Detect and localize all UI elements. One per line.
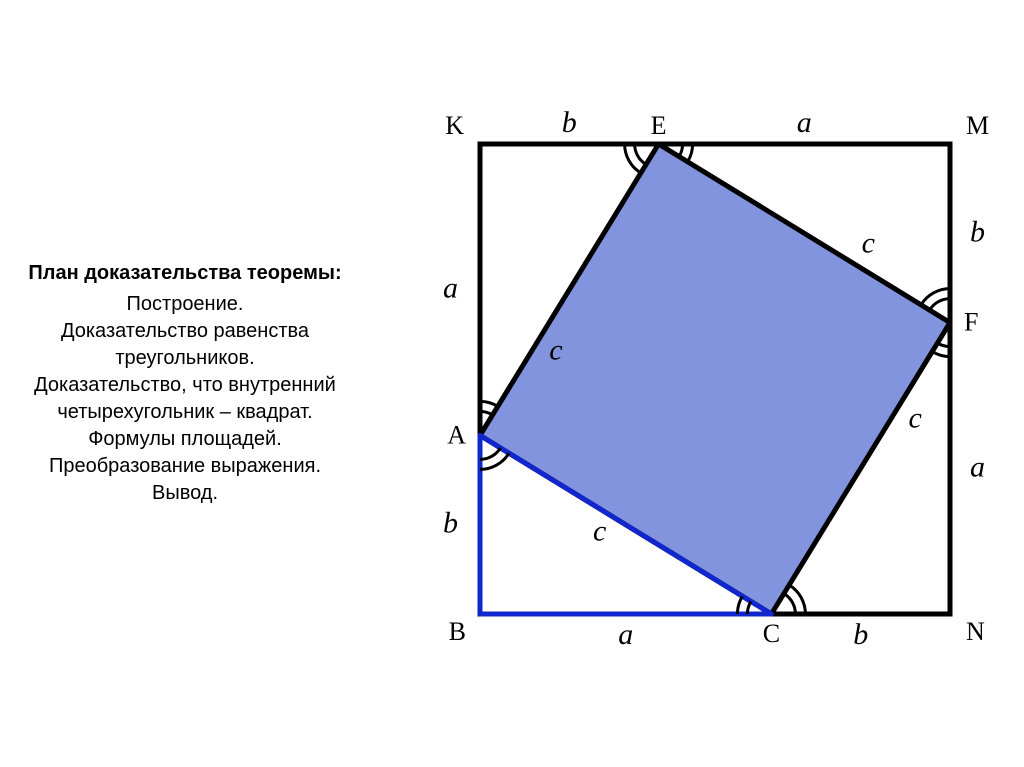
plan-line: Построение. bbox=[20, 291, 350, 318]
svg-text:b: b bbox=[443, 506, 458, 539]
plan-line: Формулы площадей. bbox=[20, 426, 350, 453]
svg-text:c: c bbox=[593, 514, 606, 547]
pythagoras-diagram: K E M F N C B Ab a b a a b a b c c c c bbox=[400, 84, 1000, 684]
svg-text:b: b bbox=[562, 106, 577, 139]
plan-title: План доказательства теоремы: bbox=[20, 260, 350, 287]
svg-text:a: a bbox=[970, 450, 985, 483]
svg-text:B: B bbox=[449, 617, 466, 646]
svg-text:b: b bbox=[853, 618, 868, 651]
plan-line: Вывод. bbox=[20, 480, 350, 507]
plan-line: Доказательство, что внутренний четырехуг… bbox=[20, 372, 350, 426]
svg-text:K: K bbox=[445, 111, 464, 140]
svg-text:c: c bbox=[909, 401, 922, 434]
svg-text:a: a bbox=[797, 106, 812, 139]
svg-text:a: a bbox=[618, 618, 633, 651]
proof-plan-text: План доказательства теоремы: Построение.… bbox=[0, 260, 360, 507]
svg-text:M: M bbox=[966, 111, 989, 140]
svg-text:N: N bbox=[966, 617, 985, 646]
svg-text:F: F bbox=[964, 307, 978, 336]
svg-text:C: C bbox=[763, 619, 780, 648]
svg-text:A: A bbox=[447, 420, 466, 449]
svg-text:E: E bbox=[651, 111, 667, 140]
svg-text:a: a bbox=[443, 271, 458, 304]
plan-line: Доказательство равенства треугольников. bbox=[20, 318, 350, 372]
svg-text:c: c bbox=[862, 226, 875, 259]
svg-text:c: c bbox=[549, 333, 562, 366]
svg-text:b: b bbox=[970, 215, 985, 248]
plan-line: Преобразование выражения. bbox=[20, 453, 350, 480]
